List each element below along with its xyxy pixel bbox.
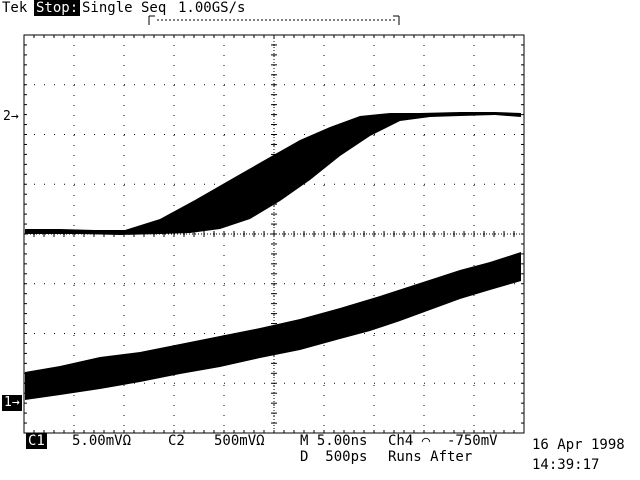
trigger-mode: Runs After [388,449,473,465]
ch2-scale: 500mVΩ [214,433,265,449]
ch2-ground-marker[interactable]: 2→ [3,109,19,124]
ch2-waveform [25,112,521,235]
date-readout: 16 Apr 1998 [532,437,625,453]
acquisition-mode: Single Seq [82,0,167,16]
trigger-readout: Ch4 ⌒ -750mV [388,433,498,449]
delayed-timebase: D 500ps [300,449,368,465]
ch1-label[interactable]: C1 [26,433,47,449]
ch1-waveform [25,252,521,400]
brand-label: Tek [2,0,28,16]
record-length-indicator [148,15,400,25]
ch2-label[interactable]: C2 [168,433,185,449]
acquisition-state: Stop: [34,0,81,16]
sample-rate: 1.00GS/s [178,0,246,16]
ch1-scale: 5.00mVΩ [72,433,132,449]
ch1-ground-marker[interactable]: 1→ [2,395,22,411]
time-readout: 14:39:17 [532,457,600,473]
main-timebase: M 5.00ns [300,433,368,449]
